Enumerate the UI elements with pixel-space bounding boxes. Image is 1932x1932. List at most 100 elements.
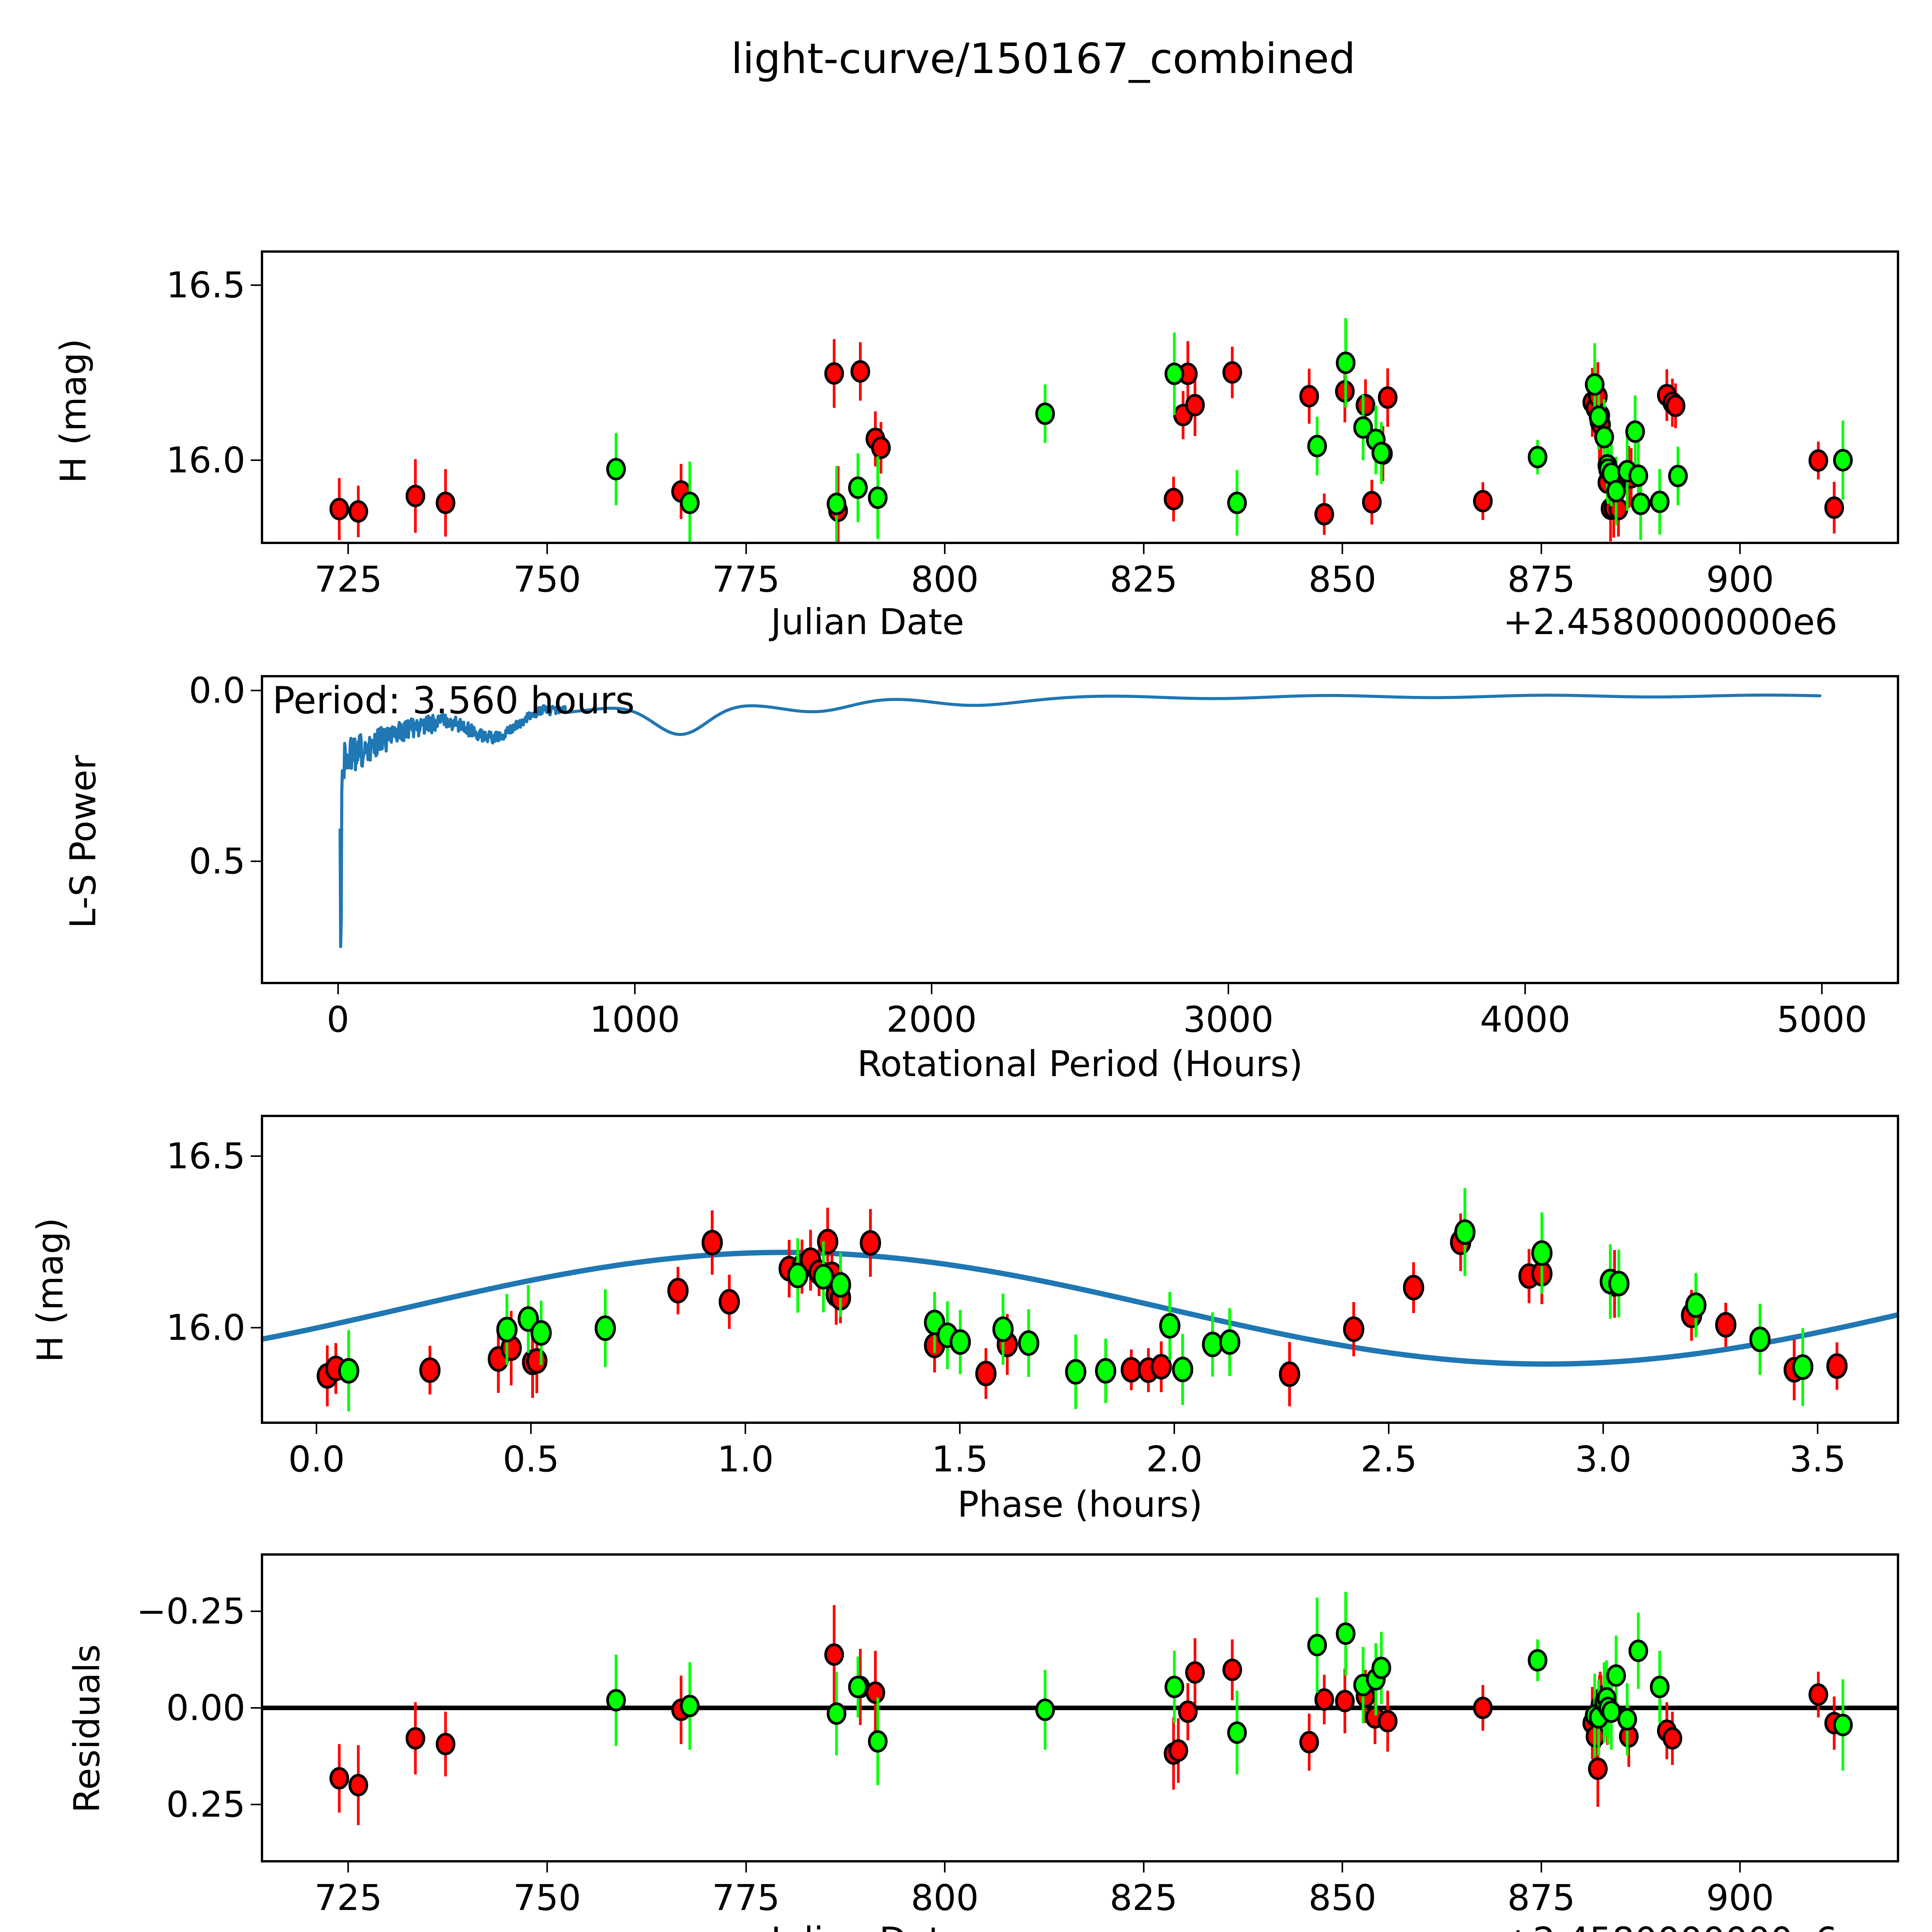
x-tick-mark — [316, 1424, 318, 1434]
x-tick-mark — [944, 1862, 946, 1872]
x-tick-mark — [1821, 984, 1823, 994]
period-annotation: Period: 3.560 hours — [272, 679, 635, 722]
phase-folded-xlabel: Phase (hours) — [957, 1484, 1203, 1525]
x-tick-label: 750 — [513, 559, 581, 600]
series-green — [606, 318, 1853, 542]
y-tick-label: 16.0 — [166, 439, 245, 481]
periodogram-plot-area — [338, 693, 1821, 948]
x-tick-label: 725 — [314, 1877, 383, 1918]
phase-folded-ylabel: H (mag) — [29, 1218, 71, 1362]
x-tick-mark — [1524, 984, 1526, 994]
x-tick-mark — [1143, 544, 1145, 554]
light-curve-axes — [261, 250, 1899, 544]
x-tick-mark — [1173, 1424, 1175, 1434]
y-tick-mark — [251, 1155, 261, 1157]
y-tick-label: 0.00 — [166, 1687, 245, 1729]
x-tick-mark — [1388, 1424, 1390, 1434]
x-tick-mark — [530, 1424, 532, 1434]
x-tick-label: 800 — [911, 559, 979, 600]
phase-folded-panel — [261, 1115, 1899, 1424]
x-tick-mark — [546, 544, 548, 554]
y-tick-label: 16.5 — [166, 1135, 245, 1177]
x-tick-mark — [1143, 1862, 1145, 1872]
x-tick-label: 5000 — [1777, 999, 1867, 1040]
x-tick-label: 3.0 — [1575, 1439, 1632, 1480]
y-tick-label: 0.0 — [189, 670, 245, 711]
x-tick-label: 1.0 — [717, 1439, 774, 1480]
sinusoid-fit-line — [263, 1250, 1897, 1367]
x-tick-label: 1.5 — [932, 1439, 988, 1480]
x-tick-label: 2.5 — [1361, 1439, 1417, 1480]
x-tick-mark — [1817, 1424, 1819, 1434]
series-green — [606, 1592, 1853, 1785]
x-tick-label: 3000 — [1183, 999, 1274, 1040]
x-tick-mark — [745, 544, 747, 554]
x-tick-label: 750 — [513, 1877, 581, 1918]
x-tick-label: 775 — [712, 1877, 780, 1918]
x-tick-mark — [1342, 1862, 1344, 1872]
x-tick-mark — [347, 1862, 349, 1872]
x-tick-label: 775 — [712, 559, 780, 600]
y-tick-mark — [251, 1327, 261, 1329]
x-tick-label: 825 — [1109, 1877, 1178, 1918]
light-curve-x-offset: +2.4580000000e6 — [1503, 601, 1838, 643]
periodogram-line — [338, 693, 1821, 948]
periodogram-panel: Period: 3.560 hours — [261, 675, 1899, 984]
light-curve-plot-area — [329, 318, 1853, 542]
x-tick-label: 4000 — [1480, 999, 1571, 1040]
x-tick-mark — [1739, 544, 1741, 554]
x-tick-label: 900 — [1706, 559, 1774, 600]
y-tick-label: −0.25 — [136, 1590, 245, 1632]
y-tick-label: 16.0 — [166, 1307, 245, 1349]
x-tick-mark — [944, 544, 946, 554]
x-tick-mark — [1342, 544, 1344, 554]
x-tick-mark — [1540, 544, 1542, 554]
periodogram-xlabel: Rotational Period (Hours) — [857, 1043, 1303, 1085]
light-curve-panel — [261, 250, 1899, 544]
x-tick-label: 875 — [1507, 1877, 1575, 1918]
x-tick-label: 0.0 — [288, 1439, 345, 1480]
residuals-x-offset: +2.4580000000e6 — [1503, 1920, 1837, 1932]
x-tick-mark — [1602, 1424, 1604, 1434]
x-tick-label: 850 — [1308, 1877, 1377, 1918]
figure-title: light-curve/150167_combined — [731, 35, 1356, 83]
light-curve-xlabel: Julian Date — [770, 601, 964, 643]
x-tick-label: 2.0 — [1146, 1439, 1203, 1480]
x-tick-mark — [930, 984, 932, 994]
y-tick-label: 0.5 — [189, 840, 245, 882]
x-tick-mark — [546, 1862, 548, 1872]
x-tick-label: 850 — [1308, 559, 1377, 600]
x-tick-label: 875 — [1507, 559, 1575, 600]
periodogram-axes — [261, 675, 1899, 984]
x-tick-label: 0 — [327, 999, 349, 1040]
x-tick-mark — [1228, 984, 1230, 994]
series-green — [338, 1188, 1813, 1412]
x-tick-label: 0.5 — [503, 1439, 560, 1480]
x-tick-label: 3.5 — [1789, 1439, 1846, 1480]
residuals-panel — [261, 1553, 1899, 1862]
x-tick-mark — [1540, 1862, 1542, 1872]
residuals-xlabel: Julian Date — [771, 1920, 964, 1932]
phase-folded-axes — [261, 1115, 1899, 1424]
x-tick-mark — [745, 1424, 747, 1434]
x-tick-label: 1000 — [589, 999, 680, 1040]
x-tick-mark — [959, 1424, 961, 1434]
x-tick-label: 725 — [314, 559, 383, 600]
y-tick-mark — [251, 1611, 261, 1612]
x-tick-label: 800 — [911, 1877, 979, 1918]
x-tick-mark — [1739, 1862, 1741, 1872]
x-tick-mark — [634, 984, 636, 994]
x-tick-label: 825 — [1109, 559, 1178, 600]
x-tick-label: 900 — [1706, 1877, 1774, 1918]
residuals-axes — [261, 1553, 1899, 1862]
y-tick-mark — [251, 284, 261, 286]
y-tick-mark — [251, 1707, 261, 1709]
y-tick-mark — [251, 689, 261, 691]
y-tick-mark — [251, 1804, 261, 1805]
x-tick-mark — [745, 1862, 747, 1872]
y-tick-mark — [251, 860, 261, 862]
phase-folded-plot-area — [263, 1188, 1897, 1412]
y-tick-label: 16.5 — [166, 264, 245, 306]
residuals-plot-area — [263, 1592, 1897, 1825]
